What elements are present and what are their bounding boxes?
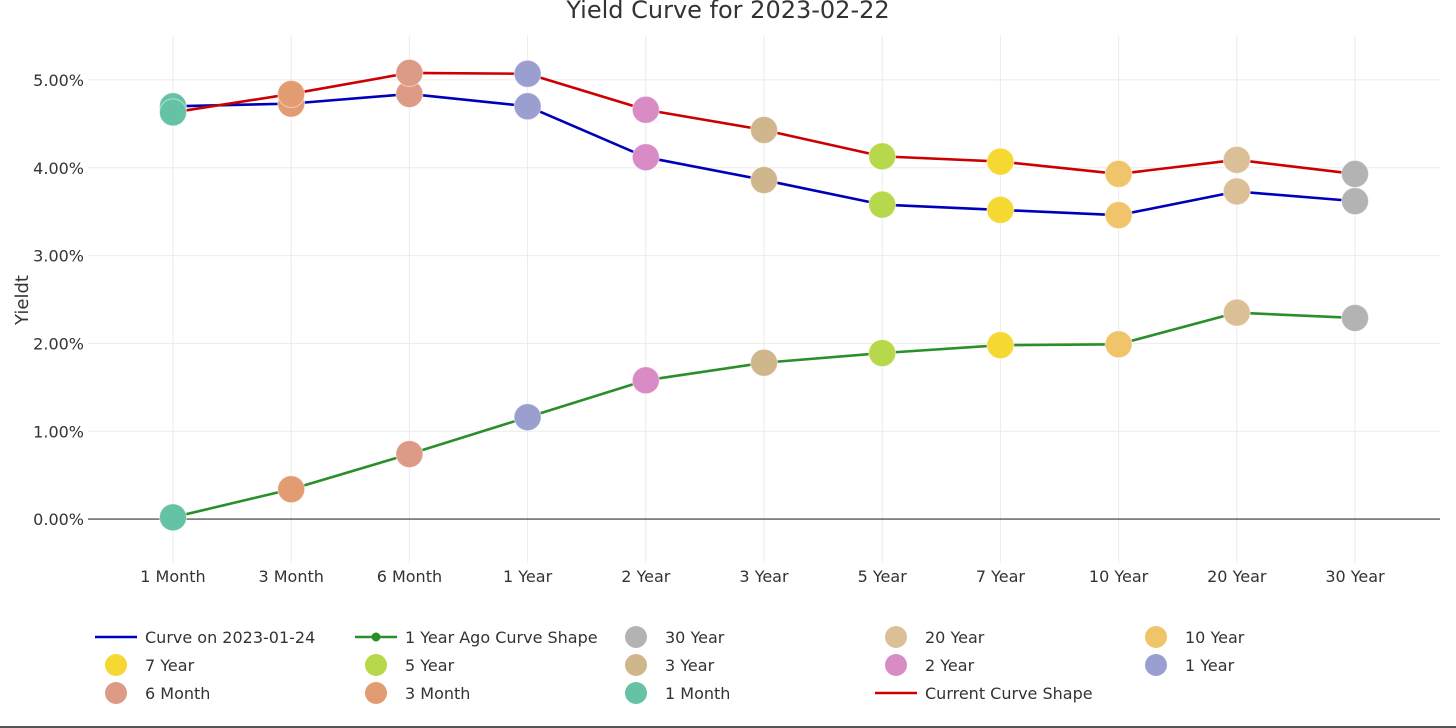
x-tick-label: 20 Year bbox=[1207, 567, 1267, 586]
legend-entry: 2 Year bbox=[885, 654, 975, 676]
legend-entry: 6 Month bbox=[105, 682, 210, 704]
y-axis-title: Yieldt bbox=[12, 275, 33, 326]
legend-entry: 1 Month bbox=[625, 682, 730, 704]
y-tick-label: 2.00% bbox=[33, 334, 84, 353]
legend-entry: Curve on 2023-01-24 bbox=[95, 628, 315, 647]
legend-label: 2 Year bbox=[925, 656, 975, 675]
legend-entry: 10 Year bbox=[1145, 626, 1245, 648]
legend-marker-swatch bbox=[1145, 654, 1167, 676]
y-tick-label: 5.00% bbox=[33, 71, 84, 90]
data-point-2-year bbox=[631, 143, 660, 172]
legend-label: Current Curve Shape bbox=[925, 684, 1093, 703]
legend-entry: 30 Year bbox=[625, 626, 725, 648]
legend-entry: 7 Year bbox=[105, 654, 195, 676]
data-point-30-year bbox=[1341, 187, 1369, 216]
x-tick-label: 1 Month bbox=[140, 567, 205, 586]
data-point-3-year bbox=[750, 348, 778, 377]
legend-marker-swatch bbox=[885, 654, 907, 676]
data-point-1-year bbox=[513, 59, 542, 88]
legend-label: 5 Year bbox=[405, 656, 455, 675]
data-point-6-month bbox=[395, 440, 424, 469]
legend-label: 10 Year bbox=[1185, 628, 1245, 647]
y-tick-label: 3.00% bbox=[33, 247, 84, 266]
data-point-3-month bbox=[277, 475, 306, 504]
legend-label: 1 Year bbox=[1185, 656, 1235, 675]
data-point-6-month bbox=[395, 58, 424, 87]
data-point-7-year bbox=[986, 195, 1015, 224]
y-tick-label: 0.00% bbox=[33, 510, 84, 529]
marker-layer bbox=[159, 58, 1369, 532]
data-point-1-year bbox=[513, 92, 542, 121]
legend-label: 30 Year bbox=[665, 628, 725, 647]
legend-entry: 1 Year bbox=[1145, 654, 1235, 676]
data-point-7-year bbox=[986, 147, 1015, 176]
legend-marker-swatch bbox=[105, 682, 127, 704]
legend: Curve on 2023-01-24 1 Year Ago Curve Shap… bbox=[95, 626, 1245, 704]
legend-label: Curve on 2023-01-24 bbox=[145, 628, 315, 647]
x-tick-label: 5 Year bbox=[858, 567, 908, 586]
x-tick-label: 3 Month bbox=[258, 567, 323, 586]
legend-entry: 3 Month bbox=[365, 682, 470, 704]
chart-title: Yield Curve for 2023-02-22 bbox=[565, 0, 889, 24]
legend-marker-swatch bbox=[1145, 626, 1167, 648]
x-tick-label: 10 Year bbox=[1089, 567, 1149, 586]
legend-marker-swatch bbox=[365, 682, 387, 704]
data-point-10-year bbox=[1104, 201, 1133, 230]
legend-entry: 5 Year bbox=[365, 654, 455, 676]
legend-label: 6 Month bbox=[145, 684, 210, 703]
legend-marker-swatch bbox=[625, 682, 647, 704]
legend-label: 3 Month bbox=[405, 684, 470, 703]
data-point-3-month bbox=[277, 79, 306, 108]
legend-entry: Current Curve Shape bbox=[875, 684, 1093, 703]
data-point-3-year bbox=[750, 166, 778, 195]
legend-label: 20 Year bbox=[925, 628, 985, 647]
legend-entry: 1 Year Ago Curve Shape bbox=[355, 628, 598, 647]
data-point-30-year bbox=[1341, 303, 1369, 332]
data-point-30-year bbox=[1341, 159, 1369, 188]
x-tick-label: 1 Year bbox=[503, 567, 553, 586]
legend-marker-swatch bbox=[105, 654, 127, 676]
x-tick-label: 30 Year bbox=[1325, 567, 1385, 586]
legend-entry: 3 Year bbox=[625, 654, 715, 676]
legend-marker-swatch bbox=[365, 654, 387, 676]
data-point-1-year bbox=[513, 403, 542, 432]
x-tick-label: 3 Year bbox=[739, 567, 789, 586]
legend-marker-swatch bbox=[371, 632, 381, 642]
legend-marker-swatch bbox=[625, 654, 647, 676]
data-point-5-year bbox=[868, 190, 897, 219]
y-tick-label: 1.00% bbox=[33, 422, 84, 441]
legend-label: 1 Month bbox=[665, 684, 730, 703]
y-tick-label: 4.00% bbox=[33, 159, 84, 178]
data-point-7-year bbox=[986, 331, 1015, 360]
data-point-2-year bbox=[631, 95, 660, 124]
legend-marker-swatch bbox=[885, 626, 907, 648]
data-point-20-year bbox=[1222, 145, 1251, 174]
legend-entry: 20 Year bbox=[885, 626, 985, 648]
data-point-2-year bbox=[631, 366, 660, 395]
bottom-border bbox=[0, 726, 1456, 728]
data-point-5-year bbox=[868, 142, 897, 171]
data-point-10-year bbox=[1104, 159, 1133, 188]
data-point-20-year bbox=[1222, 177, 1251, 206]
data-point-5-year bbox=[868, 339, 897, 368]
data-point-10-year bbox=[1104, 330, 1133, 359]
legend-label: 1 Year Ago Curve Shape bbox=[405, 628, 598, 647]
x-tick-label: 7 Year bbox=[976, 567, 1026, 586]
x-tick-label: 6 Month bbox=[377, 567, 442, 586]
data-point-20-year bbox=[1222, 298, 1251, 327]
data-point-1-month bbox=[159, 503, 187, 532]
data-point-3-year bbox=[750, 115, 778, 144]
axis-layer: 1 Month 3 Month 6 Month 1 Year 2 Year 3 Year 5… bbox=[33, 71, 1385, 586]
legend-label: 7 Year bbox=[145, 656, 195, 675]
legend-label: 3 Year bbox=[665, 656, 715, 675]
data-point-1-month bbox=[159, 98, 187, 127]
legend-marker-swatch bbox=[625, 626, 647, 648]
x-tick-label: 2 Year bbox=[621, 567, 671, 586]
